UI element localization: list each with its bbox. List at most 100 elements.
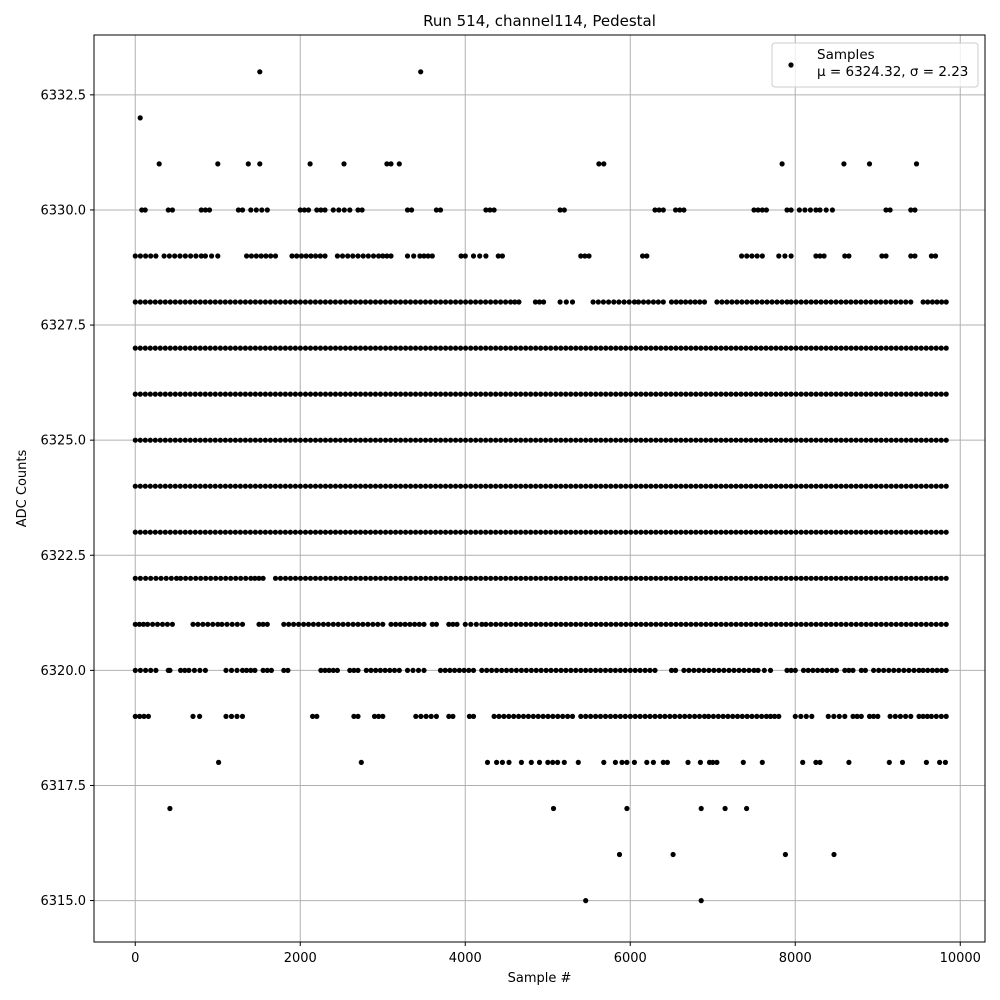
sample-point xyxy=(388,345,394,351)
sample-point xyxy=(553,345,559,351)
sample-point xyxy=(513,345,519,351)
sample-point xyxy=(232,437,238,443)
sample-point xyxy=(939,667,945,674)
sample-point xyxy=(202,345,208,351)
sample-point xyxy=(337,529,344,535)
x-tick-label: 10000 xyxy=(940,951,981,966)
sample-point xyxy=(163,575,169,581)
sample-point xyxy=(673,575,679,581)
sample-point xyxy=(608,483,614,489)
sample-point xyxy=(234,621,240,627)
sample-point xyxy=(798,437,804,443)
sample-point xyxy=(878,345,884,351)
sample-point xyxy=(633,437,639,443)
sample-point xyxy=(198,253,204,259)
sample-point xyxy=(302,299,308,305)
sample-point xyxy=(372,437,379,443)
sample-point xyxy=(533,667,539,674)
x-tick-label: 8000 xyxy=(779,951,812,966)
sample-point xyxy=(418,483,424,489)
sample-point xyxy=(132,713,138,720)
sample-point xyxy=(215,253,221,259)
sample-point xyxy=(933,713,939,720)
sample-point xyxy=(272,345,278,351)
sample-point xyxy=(678,345,684,351)
sample-point xyxy=(933,391,939,397)
sample-point xyxy=(913,391,919,397)
sample-point xyxy=(186,667,192,674)
sample-point xyxy=(538,345,544,351)
sample-point xyxy=(248,575,254,581)
sample-point xyxy=(788,207,794,213)
sample-point xyxy=(788,345,794,351)
sample-point xyxy=(408,437,414,443)
sample-point xyxy=(638,529,644,535)
sample-point xyxy=(377,529,384,535)
sample-point xyxy=(807,207,814,213)
sample-point xyxy=(603,437,609,443)
sample-point xyxy=(156,161,162,167)
sample-point xyxy=(773,575,779,581)
sample-point xyxy=(305,207,312,213)
sample-point xyxy=(516,299,522,305)
sample-point xyxy=(805,667,811,674)
sample-point xyxy=(611,299,617,305)
sample-point xyxy=(282,345,288,351)
sample-point xyxy=(418,529,424,535)
sample-point xyxy=(172,345,178,351)
sample-point xyxy=(803,299,809,305)
sample-point xyxy=(738,391,744,397)
sample-point xyxy=(538,483,544,489)
sample-point xyxy=(277,391,283,397)
sample-point xyxy=(783,345,789,351)
sample-point xyxy=(724,299,730,305)
sample-point xyxy=(398,529,404,535)
sample-point xyxy=(438,483,444,489)
sample-point xyxy=(272,253,279,259)
sample-point xyxy=(853,483,859,489)
sample-point xyxy=(578,437,584,443)
sample-point xyxy=(648,483,654,489)
sample-point xyxy=(352,437,359,443)
sample-point xyxy=(538,575,544,581)
sample-point xyxy=(896,667,902,674)
sample-point xyxy=(416,621,422,627)
sample-point xyxy=(418,345,424,351)
sample-point xyxy=(448,437,454,443)
sample-point xyxy=(848,391,854,397)
sample-point xyxy=(207,391,213,397)
sample-point xyxy=(327,391,334,397)
sample-point xyxy=(647,667,653,674)
sample-point xyxy=(598,391,604,397)
sample-point xyxy=(152,345,158,351)
sample-point xyxy=(788,253,794,259)
sample-point xyxy=(563,299,569,305)
sample-point xyxy=(583,621,589,627)
sample-point xyxy=(553,391,559,397)
sample-point xyxy=(763,713,770,720)
sample-point xyxy=(648,345,654,351)
sample-point xyxy=(938,529,944,535)
sample-point xyxy=(623,621,629,627)
y-tick-label: 6325.0 xyxy=(41,434,87,449)
sample-point xyxy=(538,621,544,627)
sample-point xyxy=(532,299,539,305)
sample-point xyxy=(218,575,224,581)
sample-point xyxy=(153,575,159,581)
sample-point xyxy=(673,483,679,489)
sample-point xyxy=(843,345,849,351)
sample-point xyxy=(912,207,918,213)
sample-point xyxy=(863,299,869,305)
sample-point xyxy=(883,345,889,351)
sample-point xyxy=(558,391,564,397)
sample-point xyxy=(613,391,619,397)
sample-point xyxy=(648,529,654,535)
sample-point xyxy=(538,667,544,674)
sample-point xyxy=(423,483,429,489)
sample-point xyxy=(913,621,919,627)
sample-point xyxy=(433,437,439,443)
sample-point xyxy=(307,391,314,397)
sample-point xyxy=(209,253,215,259)
sample-point xyxy=(478,483,484,489)
sample-point xyxy=(696,667,702,674)
